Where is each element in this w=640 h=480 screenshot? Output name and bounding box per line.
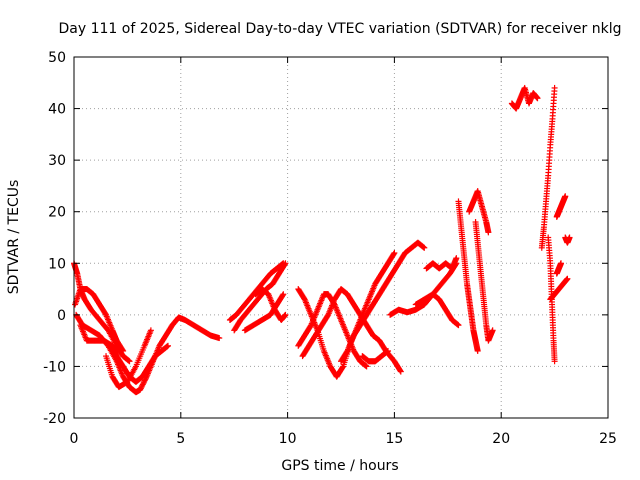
data-point bbox=[391, 249, 398, 256]
data-point bbox=[558, 260, 565, 267]
data-point bbox=[455, 322, 462, 329]
y-tick-label: -10 bbox=[43, 359, 66, 375]
data-point bbox=[281, 261, 288, 268]
data-point bbox=[147, 327, 154, 334]
series-arc-26 bbox=[562, 234, 573, 246]
x-tick-label: 20 bbox=[492, 431, 510, 447]
y-tick-label: 0 bbox=[57, 308, 66, 324]
x-tick-label: 5 bbox=[176, 431, 185, 447]
data-point bbox=[120, 347, 127, 354]
y-tick-label: 40 bbox=[48, 102, 66, 118]
data-marks bbox=[71, 84, 573, 396]
data-point bbox=[216, 335, 223, 342]
x-tick-label: 15 bbox=[385, 431, 403, 447]
series-arc-25 bbox=[547, 275, 571, 303]
data-point bbox=[384, 347, 391, 354]
series-arc-4 bbox=[77, 322, 171, 385]
x-tick-label: 25 bbox=[599, 431, 617, 447]
series-arc-22 bbox=[538, 84, 558, 251]
y-axis-label: SDTVAR / TECUs bbox=[6, 180, 22, 295]
series-arc-13 bbox=[338, 239, 428, 365]
data-point bbox=[489, 327, 496, 334]
data-point bbox=[339, 364, 346, 371]
data-point bbox=[280, 291, 287, 298]
data-point bbox=[474, 347, 481, 354]
data-point bbox=[534, 95, 541, 102]
data-point bbox=[126, 358, 133, 365]
series-arc-17 bbox=[423, 255, 460, 272]
data-point bbox=[564, 275, 571, 282]
data-point bbox=[551, 358, 558, 365]
data-point bbox=[363, 363, 370, 370]
series-arc-12 bbox=[299, 286, 404, 375]
plot-frame bbox=[73, 56, 609, 419]
data-point bbox=[397, 367, 404, 374]
data-point bbox=[282, 311, 289, 318]
series-arc-21 bbox=[508, 84, 541, 112]
chart-title: Day 111 of 2025, Sidereal Day-to-day VTE… bbox=[59, 21, 622, 37]
data-point bbox=[282, 260, 289, 267]
y-tick-label: 20 bbox=[48, 205, 66, 221]
series-arc-14 bbox=[359, 347, 391, 365]
x-tick-label: 0 bbox=[70, 431, 79, 447]
data-point bbox=[279, 292, 286, 299]
data-point bbox=[562, 193, 569, 200]
y-tick-label: 50 bbox=[48, 50, 66, 66]
x-tick-label: 10 bbox=[279, 431, 297, 447]
data-point bbox=[397, 368, 404, 375]
y-tick-label: -20 bbox=[43, 411, 66, 427]
data-point bbox=[390, 251, 397, 258]
series-arc-19 bbox=[466, 188, 492, 236]
series-arc-7 bbox=[231, 260, 289, 334]
series-arc-1 bbox=[71, 260, 133, 365]
y-tick-label: 30 bbox=[48, 153, 66, 169]
axis-ticks: 0 5 10 15 20 25 -20 -10 0 10 20 30 40 50 bbox=[43, 50, 617, 447]
data-point bbox=[566, 234, 573, 241]
y-tick-label: 10 bbox=[48, 256, 66, 272]
grid-lines bbox=[74, 57, 608, 418]
data-point bbox=[119, 346, 126, 353]
series-arc-2 bbox=[72, 286, 127, 354]
series-arc-3 bbox=[73, 311, 223, 396]
data-point bbox=[453, 255, 460, 262]
series-arc-27 bbox=[553, 260, 565, 277]
data-point bbox=[551, 84, 558, 91]
series-arc-5 bbox=[103, 327, 154, 391]
data-point bbox=[164, 342, 171, 349]
series-arc-24 bbox=[553, 193, 569, 220]
data-point bbox=[485, 229, 492, 236]
x-axis-label: GPS time / hours bbox=[281, 458, 398, 474]
series-arc-20 bbox=[472, 219, 496, 344]
series-arc-18 bbox=[455, 198, 481, 354]
data-point bbox=[421, 244, 428, 251]
series-arc-9 bbox=[252, 286, 289, 324]
